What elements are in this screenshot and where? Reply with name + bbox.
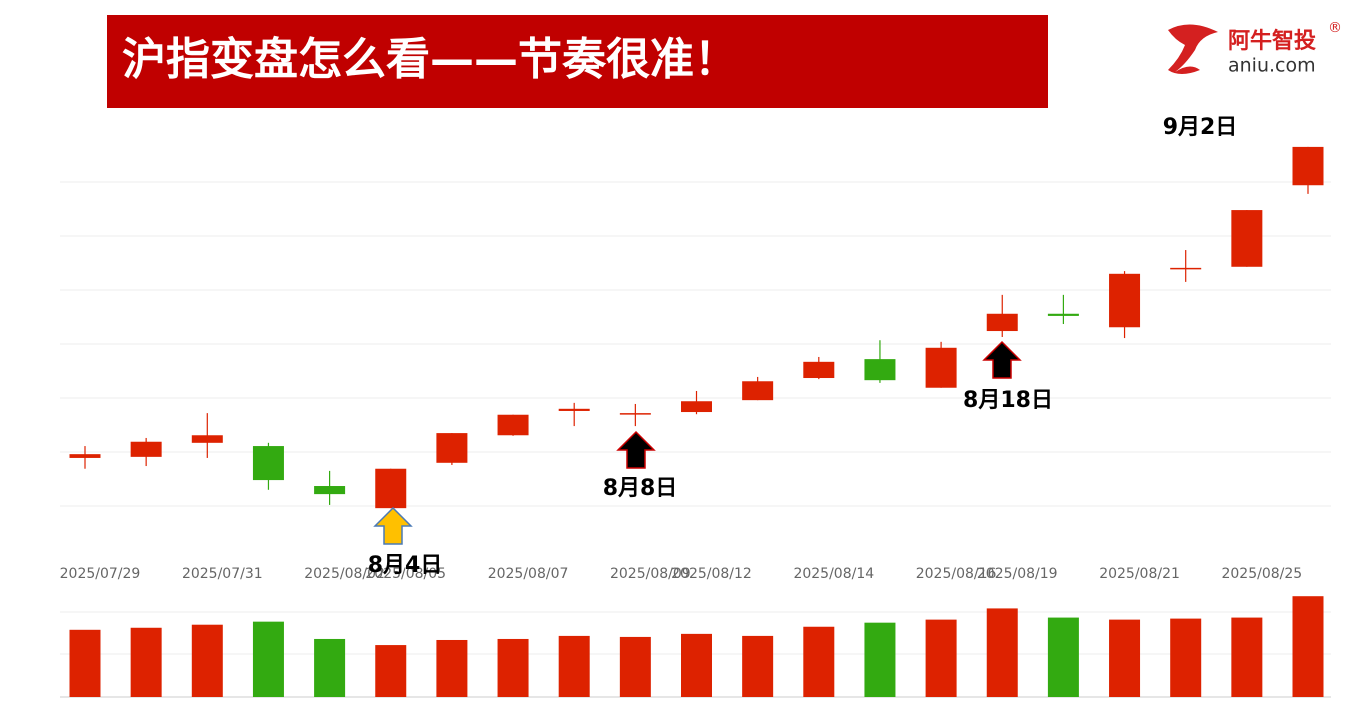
volume-bar — [619, 636, 651, 697]
candle-body — [1231, 210, 1263, 267]
volume-bar — [1109, 619, 1141, 697]
annotation: 8月8日 — [603, 476, 678, 501]
x-tick-label: 2025/08/21 — [1099, 566, 1180, 582]
x-tick-label: 2025/08/14 — [793, 566, 874, 582]
x-tick-label: 2025/08/07 — [488, 566, 569, 582]
candle-body — [681, 401, 712, 413]
x-tick-label: 2025/08/19 — [977, 566, 1058, 582]
logo-icon — [1168, 24, 1218, 74]
candle-body — [252, 446, 284, 481]
volume-bar — [986, 608, 1018, 697]
x-tick-label: 2025/07/29 — [60, 566, 141, 582]
x-tick-label: 2025/08/16 — [916, 566, 997, 582]
volume-bar — [1047, 617, 1079, 697]
x-tick-label: 2025/08/09 — [610, 566, 691, 582]
candle-body — [191, 435, 223, 443]
candle-body — [1292, 146, 1324, 186]
arrow — [982, 340, 1022, 379]
volume-bar — [1170, 618, 1202, 697]
x-tick-label: 2025/08/05 — [365, 566, 446, 582]
annotation: 9月2日 — [1163, 115, 1238, 140]
volume-bar — [803, 626, 835, 697]
candle-body — [130, 441, 162, 457]
volume-bar — [681, 633, 712, 697]
candle-body — [314, 486, 346, 495]
candle-body — [925, 347, 957, 388]
volume-bar — [1292, 596, 1324, 697]
x-tick-label: 2025/08/02 — [304, 566, 385, 582]
candle-body — [375, 468, 407, 509]
volume-bar — [69, 629, 101, 697]
volume-bar — [314, 638, 346, 697]
candle-body — [1109, 273, 1141, 328]
x-tick-label: 2025/08/12 — [671, 566, 752, 582]
volume-bar — [864, 622, 896, 697]
candle-body — [864, 359, 896, 381]
annotation: 8月18日 — [963, 388, 1053, 413]
volume-bar — [130, 627, 162, 697]
candle-body — [436, 433, 468, 463]
candle-body — [619, 413, 651, 415]
volume-bar — [375, 645, 407, 697]
candle-body — [803, 361, 835, 379]
candle-body — [558, 408, 590, 411]
arrow — [616, 430, 656, 469]
registered: ® — [1328, 20, 1342, 36]
volume-bar — [558, 635, 590, 697]
candle-body — [497, 414, 529, 436]
candle-body — [1170, 267, 1202, 270]
volume-bar — [497, 638, 529, 697]
arrow — [373, 506, 413, 545]
title-bar — [107, 15, 1048, 108]
logo-text: 阿牛智投 — [1228, 28, 1316, 54]
volume-bar — [191, 624, 223, 697]
volume-bar — [742, 635, 774, 697]
logo-site: aniu.com — [1228, 55, 1316, 77]
volume-bar — [252, 621, 284, 697]
x-tick-label: 2025/07/31 — [182, 566, 263, 582]
title: 沪指变盘怎么看——节奏很准！ — [122, 34, 738, 85]
candle-body — [742, 381, 774, 401]
volume-bar — [436, 639, 468, 697]
volume-bar — [1231, 617, 1263, 697]
candle-body — [986, 313, 1018, 332]
candle-body — [69, 454, 101, 458]
volume-bar — [925, 619, 957, 697]
x-tick-label: 2025/08/25 — [1221, 566, 1302, 582]
annotation: 8月4日 — [368, 553, 443, 578]
candle-body — [1047, 313, 1079, 316]
